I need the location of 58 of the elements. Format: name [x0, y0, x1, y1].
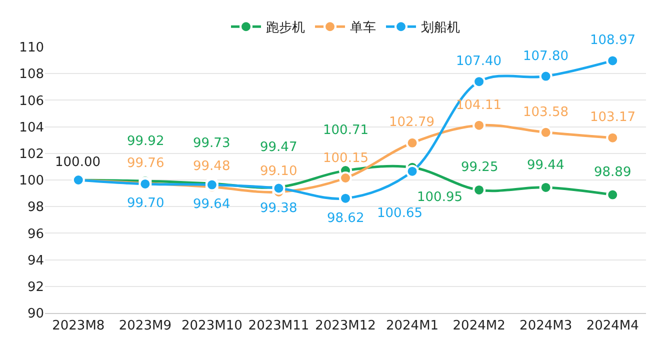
point [472, 75, 486, 88]
data-label: 99.47 [260, 140, 298, 155]
x-tick-label: 2023M10 [182, 318, 242, 334]
y-tick-label: 104 [19, 120, 44, 136]
data-label: 102.79 [389, 115, 434, 130]
legend-label: 单车 [350, 20, 376, 36]
data-label: 100.71 [323, 123, 368, 138]
y-tick-label: 94 [27, 253, 44, 268]
y-tick-label: 98 [27, 200, 44, 216]
point [539, 126, 552, 139]
legend-label: 跑步机 [266, 20, 305, 36]
x-tick-label: 2023M11 [248, 318, 310, 334]
y-tick-label: 110 [19, 40, 44, 56]
data-label: 100.65 [377, 206, 422, 221]
data-label: 103.17 [590, 110, 636, 125]
data-label: 99.73 [193, 136, 230, 151]
data-label: 99.64 [193, 197, 230, 212]
x-tick-label: 2024M4 [586, 318, 639, 334]
data-label: 98.89 [594, 165, 632, 180]
data-label: 108.97 [590, 33, 636, 48]
data-label: 98.62 [327, 211, 364, 226]
y-tick-label: 96 [27, 226, 44, 242]
x-tick-label: 2024M3 [520, 318, 572, 334]
data-label: 99.44 [527, 158, 564, 173]
point [339, 192, 352, 205]
point [606, 188, 620, 202]
x-tick-label: 2023M9 [118, 318, 172, 334]
y-tick-label: 92 [27, 280, 44, 295]
data-label: 100.95 [417, 190, 462, 205]
data-label: 99.76 [127, 156, 164, 171]
y-tick-label: 108 [19, 67, 44, 82]
data-label: 104.11 [456, 98, 502, 113]
data-label: 99.92 [127, 134, 164, 149]
y-tick-label: 102 [19, 146, 44, 162]
data-label: 107.80 [523, 49, 568, 64]
legend-label: 划船机 [421, 20, 460, 36]
data-label: 99.10 [260, 164, 298, 179]
point [606, 131, 620, 144]
data-label: 99.70 [127, 196, 164, 211]
x-tick-label: 2024M2 [452, 318, 506, 334]
point [606, 54, 620, 68]
point [406, 136, 419, 150]
y-tick-label: 106 [19, 94, 44, 109]
data-label: 100.15 [323, 151, 368, 166]
x-tick-label: 2024M1 [386, 318, 439, 334]
point [539, 70, 552, 83]
data-label: 99.25 [461, 160, 498, 175]
y-tick-label: 100 [19, 174, 44, 189]
point [472, 118, 486, 132]
point [406, 164, 419, 178]
annotation: 100.00 [55, 155, 100, 170]
x-tick-label: 2023M8 [52, 318, 105, 334]
data-label: 103.58 [523, 105, 568, 120]
data-label: 107.40 [456, 54, 502, 69]
data-label: 99.38 [260, 201, 298, 216]
y-tick-label: 90 [27, 306, 44, 322]
data-label: 99.48 [193, 159, 230, 174]
x-tick-label: 2023M12 [315, 318, 376, 334]
